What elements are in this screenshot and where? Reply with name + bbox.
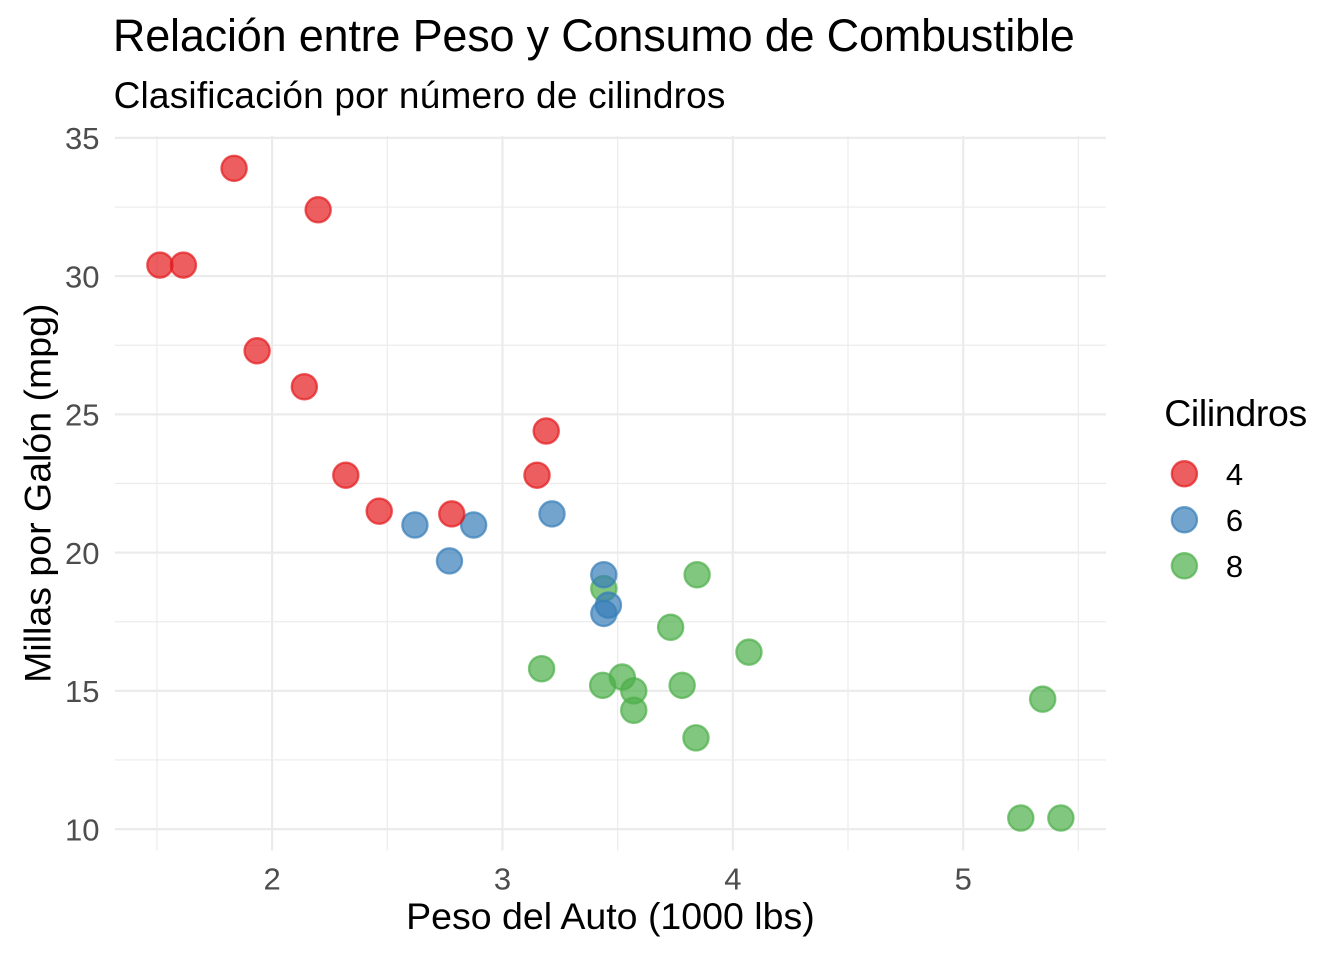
svg-text:15: 15 [65,674,99,709]
svg-text:Relación entre Peso y Consumo: Relación entre Peso y Consumo de Combust… [113,10,1075,61]
svg-text:Cilindros: Cilindros [1164,392,1307,434]
svg-text:20: 20 [65,536,99,571]
svg-text:10: 10 [65,812,99,847]
svg-text:25: 25 [65,398,99,433]
svg-text:5: 5 [955,861,972,896]
svg-text:3: 3 [494,861,511,896]
svg-text:8: 8 [1226,549,1243,584]
svg-text:2: 2 [263,861,280,896]
svg-text:30: 30 [65,259,99,294]
svg-text:Clasificación por número de ci: Clasificación por número de cilindros [114,75,726,116]
svg-text:Peso del Auto (1000 lbs): Peso del Auto (1000 lbs) [406,895,815,937]
svg-text:4: 4 [1226,457,1243,492]
svg-text:35: 35 [65,121,99,156]
svg-text:Millas por Galón (mpg): Millas por Galón (mpg) [17,304,59,683]
svg-text:6: 6 [1226,503,1243,538]
svg-text:4: 4 [724,861,741,896]
